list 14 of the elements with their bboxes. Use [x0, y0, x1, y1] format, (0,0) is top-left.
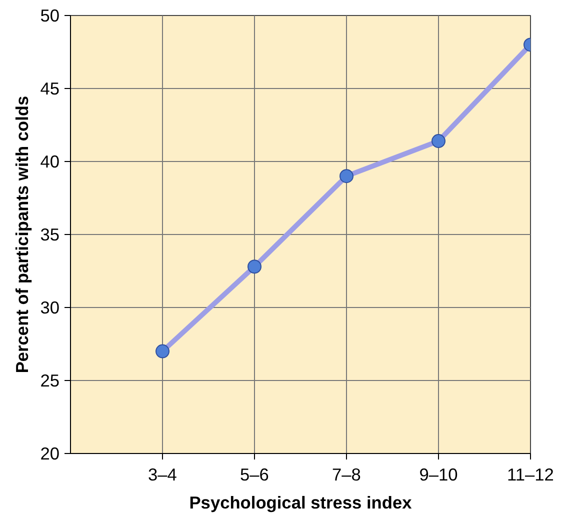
y-axis-title: Percent of participants with colds	[12, 96, 32, 374]
x-tick-label: 3–4	[148, 464, 178, 484]
x-tick-label: 9–10	[419, 464, 458, 484]
x-axis-title: Psychological stress index	[189, 492, 412, 512]
y-tick-label: 35	[40, 224, 60, 244]
y-tick-label: 20	[40, 444, 60, 464]
x-tick-label: 11–12	[507, 464, 554, 484]
y-tick-label: 30	[40, 298, 60, 318]
y-tick-label: 40	[40, 152, 60, 172]
x-tick-label: 5–6	[240, 464, 269, 484]
y-tick-label: 25	[40, 370, 60, 390]
x-tick-label: 7–8	[332, 464, 361, 484]
y-tick-label: 50	[40, 6, 60, 26]
y-tick-label: 45	[40, 78, 60, 98]
